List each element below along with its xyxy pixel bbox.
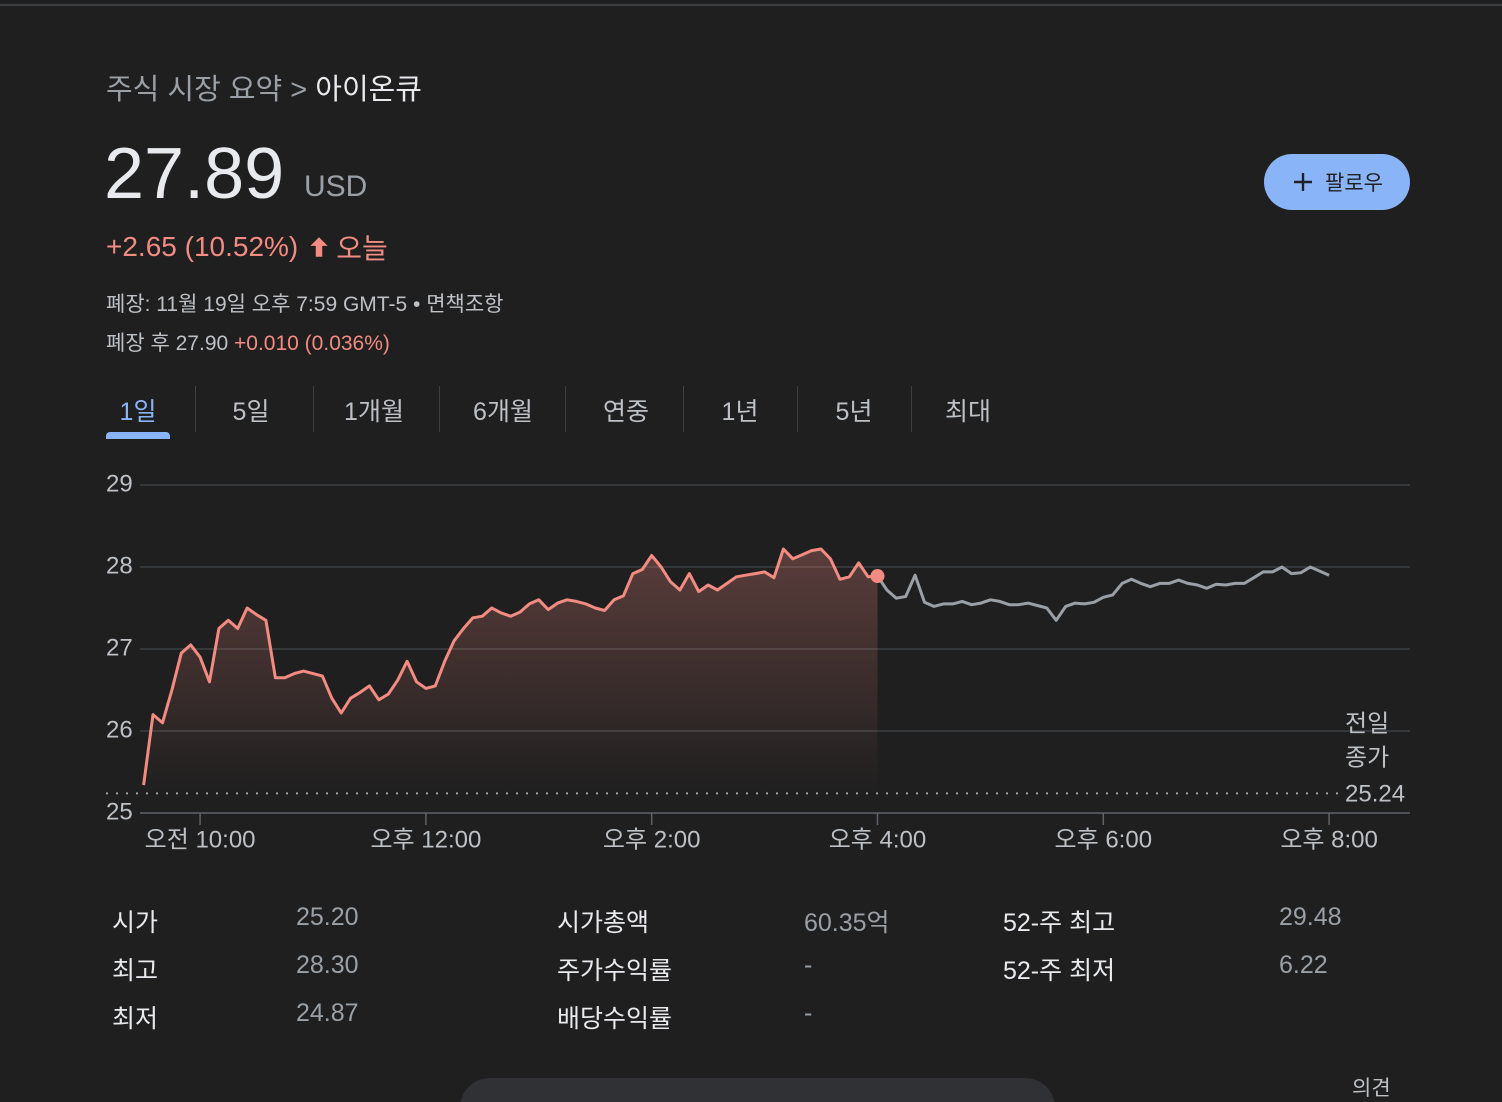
stat-label: 최저	[112, 1005, 159, 1033]
stat-label: 최고	[112, 957, 159, 985]
stat-value: 6.22	[1279, 951, 1328, 979]
stat-value: 24.87	[296, 999, 359, 1027]
tab-separator	[312, 386, 314, 432]
y-tick-label: 26	[106, 716, 133, 743]
range-tab[interactable]: 5일	[232, 398, 270, 426]
tab-separator	[911, 386, 912, 432]
y-tick-label: 25	[106, 798, 133, 825]
change-period: 오늘	[336, 233, 388, 264]
range-tab[interactable]: 1년	[721, 398, 759, 426]
stat-label: 시가총액	[557, 909, 650, 937]
price: 27.89	[104, 134, 285, 214]
y-tick-label: 29	[106, 470, 133, 497]
x-tick-label: 오후 8:00	[1280, 826, 1378, 853]
tab-separator	[564, 386, 566, 432]
price-line	[142, 547, 878, 786]
change-row: +2.65 (10.52%) 오늘	[106, 227, 388, 267]
range-tab[interactable]: 1개월	[344, 398, 404, 426]
stat-label: 배당수익률	[557, 1005, 673, 1033]
range-tab[interactable]: 1일	[119, 398, 157, 426]
disclaimer-link[interactable]: 면책조항	[426, 293, 504, 316]
plus-icon	[1294, 173, 1313, 191]
tab-separator	[797, 386, 798, 432]
stat-label: 52-주 최저	[1003, 957, 1116, 985]
stat-value: 60.35억	[804, 909, 890, 937]
y-tick-label: 27	[106, 634, 133, 661]
after-hours-line: 폐장 후 27.90 +0.010 (0.036%)	[106, 327, 390, 357]
stat-label: 주가수익률	[557, 957, 673, 985]
stat-value: 29.48	[1279, 903, 1342, 931]
price-line	[876, 565, 1330, 622]
follow-button[interactable]: 팔로우	[1264, 154, 1410, 210]
stat-value: -	[804, 951, 813, 979]
range-tab[interactable]: 최대	[944, 398, 992, 426]
area-fill	[143, 549, 878, 794]
status-separator: •	[412, 293, 421, 316]
stat-value: 25.20	[296, 903, 359, 931]
tab-separator	[438, 386, 440, 432]
x-tick-label: 오전 10:00	[145, 826, 256, 853]
range-tab[interactable]: 연중	[602, 398, 650, 426]
x-tick-label: 오후 2:00	[603, 826, 701, 853]
y-tick-label: 28	[106, 552, 133, 579]
follow-label: 팔로우	[1325, 172, 1383, 195]
tab-separator	[683, 386, 684, 432]
after-hours-change: +0.010 (0.036%)	[234, 332, 390, 355]
x-tick-label: 오후 12:00	[370, 826, 481, 853]
stat-value: -	[804, 999, 813, 1027]
previous-close-value: 25.24	[1345, 781, 1405, 808]
tab-separator	[194, 386, 196, 432]
top-border	[0, 4, 1502, 6]
currency: USD	[304, 170, 368, 203]
bottom-button[interactable]	[460, 1078, 1055, 1102]
breadcrumb-current: 아이온큐	[315, 74, 422, 106]
breadcrumb: 주식 시장 요약 > 아이온큐	[106, 66, 422, 108]
range-tab[interactable]: 5년	[835, 398, 873, 426]
x-tick-label: 오후 4:00	[829, 826, 927, 853]
after-hours-price: 폐장 후 27.90	[106, 332, 229, 355]
feedback-link[interactable]: 의견	[1352, 1077, 1391, 1100]
previous-close-label: 종가	[1345, 745, 1389, 772]
price-change: +2.65 (10.52%)	[106, 231, 299, 262]
breadcrumb-separator: >	[290, 74, 308, 106]
stat-label: 52-주 최고	[1003, 909, 1116, 937]
market-status: 폐장: 11월 19일 오후 7:59 GMT-5	[106, 293, 408, 316]
up-arrow-icon	[310, 237, 328, 257]
x-tick-label: 오후 6:00	[1055, 826, 1153, 853]
range-tab[interactable]: 6개월	[473, 398, 533, 426]
stat-label: 시가	[112, 909, 159, 937]
breadcrumb-parent[interactable]: 주식 시장 요약	[106, 74, 283, 106]
active-tab-indicator	[106, 432, 170, 439]
previous-close-label: 전일	[1345, 711, 1389, 738]
status-line: 폐장: 11월 19일 오후 7:59 GMT-5 • 면책조항	[106, 288, 503, 318]
stat-value: 28.30	[296, 951, 359, 979]
session-close-dot	[870, 569, 885, 584]
